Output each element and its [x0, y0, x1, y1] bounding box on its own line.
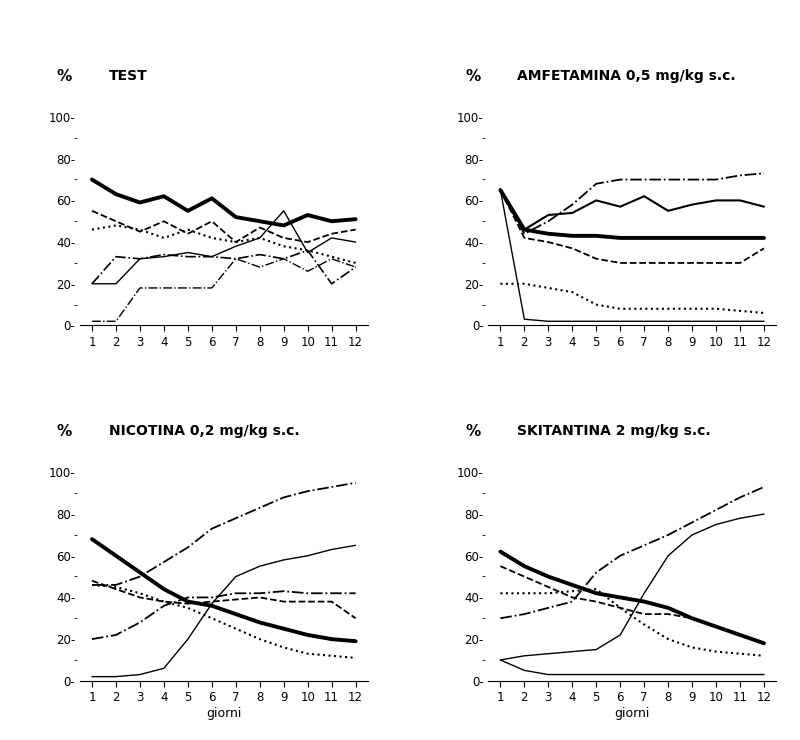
- Text: -: -: [482, 258, 486, 268]
- Text: AMFETAMINA 0,5 mg/kg s.c.: AMFETAMINA 0,5 mg/kg s.c.: [517, 69, 736, 83]
- Text: -: -: [482, 571, 486, 582]
- Text: -: -: [73, 530, 77, 540]
- Text: -: -: [482, 216, 486, 226]
- Text: -: -: [482, 133, 486, 143]
- Text: -: -: [73, 175, 77, 184]
- Text: %: %: [57, 69, 72, 84]
- Text: -: -: [73, 613, 77, 623]
- Text: %: %: [466, 69, 481, 84]
- Text: -: -: [73, 571, 77, 582]
- Text: -: -: [73, 133, 77, 143]
- Text: SKITANTINA 2 mg/kg s.c.: SKITANTINA 2 mg/kg s.c.: [517, 424, 710, 438]
- X-axis label: giorni: giorni: [614, 707, 650, 720]
- Text: -: -: [482, 530, 486, 540]
- Text: -: -: [73, 300, 77, 309]
- Text: -: -: [73, 258, 77, 268]
- Text: -: -: [482, 488, 486, 498]
- X-axis label: giorni: giorni: [206, 707, 242, 720]
- Text: %: %: [57, 424, 72, 439]
- Text: -: -: [73, 216, 77, 226]
- Text: -: -: [482, 655, 486, 665]
- Text: -: -: [73, 655, 77, 665]
- Text: TEST: TEST: [109, 69, 147, 83]
- Text: NICOTINA 0,2 mg/kg s.c.: NICOTINA 0,2 mg/kg s.c.: [109, 424, 299, 438]
- Text: -: -: [482, 613, 486, 623]
- Text: -: -: [482, 175, 486, 184]
- Text: -: -: [482, 300, 486, 309]
- Text: %: %: [466, 424, 481, 439]
- Text: -: -: [73, 488, 77, 498]
